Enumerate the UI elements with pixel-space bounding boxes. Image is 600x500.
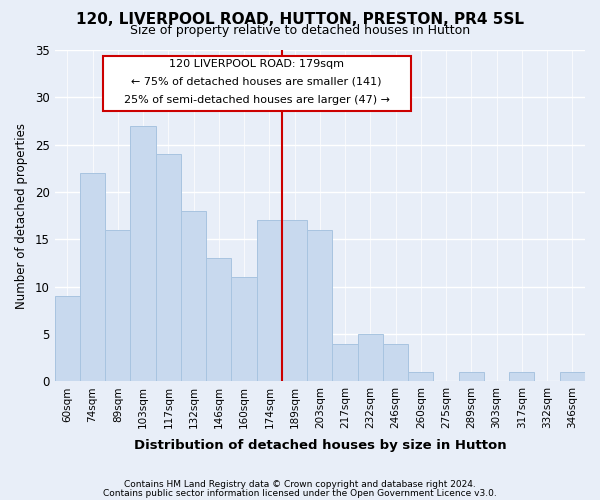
Bar [358, 334, 383, 382]
Bar [383, 344, 408, 382]
Text: ← 75% of detached houses are smaller (141): ← 75% of detached houses are smaller (14… [131, 77, 382, 87]
Y-axis label: Number of detached properties: Number of detached properties [15, 122, 28, 308]
Bar [332, 344, 358, 382]
Bar [408, 372, 433, 382]
X-axis label: Distribution of detached houses by size in Hutton: Distribution of detached houses by size … [134, 440, 506, 452]
Bar [459, 372, 484, 382]
Text: 120 LIVERPOOL ROAD: 179sqm: 120 LIVERPOOL ROAD: 179sqm [169, 58, 344, 68]
Text: Contains public sector information licensed under the Open Government Licence v3: Contains public sector information licen… [103, 488, 497, 498]
Bar [55, 296, 80, 382]
Bar [181, 211, 206, 382]
Bar [105, 230, 130, 382]
Bar [509, 372, 535, 382]
Bar [155, 154, 181, 382]
Bar [282, 220, 307, 382]
Bar [307, 230, 332, 382]
Bar [257, 220, 282, 382]
Text: 25% of semi-detached houses are larger (47) →: 25% of semi-detached houses are larger (… [124, 95, 390, 105]
Bar [232, 277, 257, 382]
Text: Contains HM Land Registry data © Crown copyright and database right 2024.: Contains HM Land Registry data © Crown c… [124, 480, 476, 489]
Bar [80, 173, 105, 382]
Bar [130, 126, 155, 382]
Bar [206, 258, 232, 382]
Bar [560, 372, 585, 382]
Text: Size of property relative to detached houses in Hutton: Size of property relative to detached ho… [130, 24, 470, 37]
Text: 120, LIVERPOOL ROAD, HUTTON, PRESTON, PR4 5SL: 120, LIVERPOOL ROAD, HUTTON, PRESTON, PR… [76, 12, 524, 26]
FancyBboxPatch shape [103, 56, 411, 110]
